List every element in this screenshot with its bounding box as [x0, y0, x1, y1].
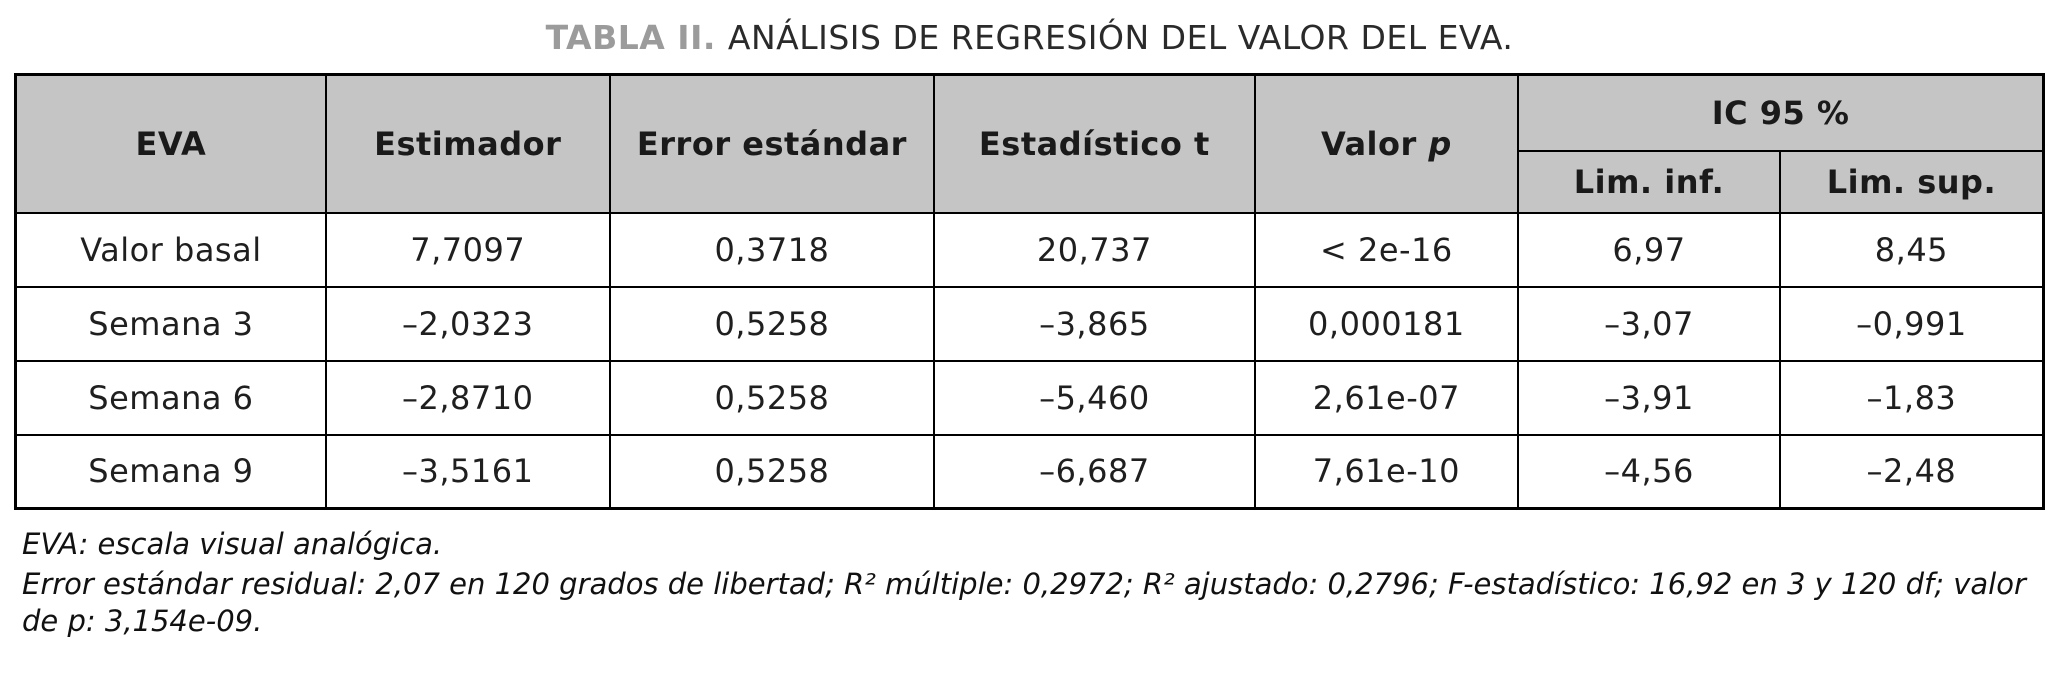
header-valor-prefix: Valor [1320, 124, 1417, 163]
cell-valor-p: 2,61e-07 [1253, 359, 1520, 436]
cell-lim-inf: –3,91 [1517, 359, 1781, 436]
footnotes: EVA: escala visual analógica. Error está… [14, 526, 2045, 641]
row-label: Valor basal [14, 211, 327, 288]
cell-valor-p: 7,61e-10 [1253, 433, 1520, 510]
header-valor-p-letter: p [1428, 124, 1452, 163]
cell-lim-sup: –0,991 [1778, 285, 2045, 362]
cell-lim-sup: –2,48 [1778, 433, 2045, 510]
regression-table: EVA Estimador Error estándar Estadístico… [14, 73, 2045, 510]
header-row-top: EVA Estimador Error estándar Estadístico… [14, 73, 2045, 214]
cell-estimador: –3,5161 [324, 433, 611, 510]
cell-lim-inf: 6,97 [1517, 211, 1781, 288]
table-title-text: ANÁLISIS DE REGRESIÓN DEL VALOR DEL EVA. [727, 18, 1514, 57]
table-row: Valor basal 7,7097 0,3718 20,737 < 2e-16… [14, 211, 2045, 288]
header-error-estandar: Error estándar [608, 73, 936, 214]
table-row: Semana 6 –2,8710 0,5258 –5,460 2,61e-07 … [14, 359, 2045, 436]
cell-error-estandar: 0,5258 [608, 433, 936, 510]
header-ic95-group: IC 95 % [1517, 73, 2045, 152]
row-label: Semana 9 [14, 433, 327, 510]
header-eva: EVA [14, 73, 327, 214]
footnote-eva-definition: EVA: escala visual analógica. [22, 527, 443, 561]
cell-estadistico-t: –5,460 [933, 359, 1256, 436]
footnote-model-statistics: Error estándar residual: 2,07 en 120 gra… [22, 566, 2026, 639]
table-row: Semana 9 –3,5161 0,5258 –6,687 7,61e-10 … [14, 433, 2045, 510]
page: TABLA II. ANÁLISIS DE REGRESIÓN DEL VALOR… [14, 18, 2045, 641]
table-title: TABLA II. ANÁLISIS DE REGRESIÓN DEL VALOR… [14, 18, 2045, 57]
header-row-sub: Lim. inf. Lim. sup. [16, 149, 2045, 214]
cell-lim-sup: 8,45 [1778, 211, 2045, 288]
row-label: Semana 6 [14, 359, 327, 436]
table-row: Semana 3 –2,0323 0,5258 –3,865 0,000181 … [14, 285, 2045, 362]
header-estadistico-t: Estadístico t [933, 73, 1256, 214]
cell-lim-sup: –1,83 [1778, 359, 2045, 436]
header-estimador: Estimador [324, 73, 611, 214]
cell-valor-p: 0,000181 [1253, 285, 1520, 362]
cell-lim-inf: –3,07 [1517, 285, 1781, 362]
header-valor-p: Valor p [1253, 73, 1520, 214]
header-lim-inf: Lim. inf. [1517, 149, 1781, 214]
cell-estadistico-t: –6,687 [933, 433, 1256, 510]
row-label: Semana 3 [14, 285, 327, 362]
cell-valor-p: < 2e-16 [1253, 211, 1520, 288]
header-lim-sup: Lim. sup. [1778, 149, 2045, 214]
cell-estimador: –2,0323 [324, 285, 611, 362]
cell-error-estandar: 0,5258 [608, 285, 936, 362]
cell-estimador: –2,8710 [324, 359, 611, 436]
cell-error-estandar: 0,3718 [608, 211, 936, 288]
table-title-label: TABLA II. [545, 18, 716, 57]
cell-estadistico-t: –3,865 [933, 285, 1256, 362]
cell-error-estandar: 0,5258 [608, 359, 936, 436]
cell-estimador: 7,7097 [324, 211, 611, 288]
cell-lim-inf: –4,56 [1517, 433, 1781, 510]
cell-estadistico-t: 20,737 [933, 211, 1256, 288]
